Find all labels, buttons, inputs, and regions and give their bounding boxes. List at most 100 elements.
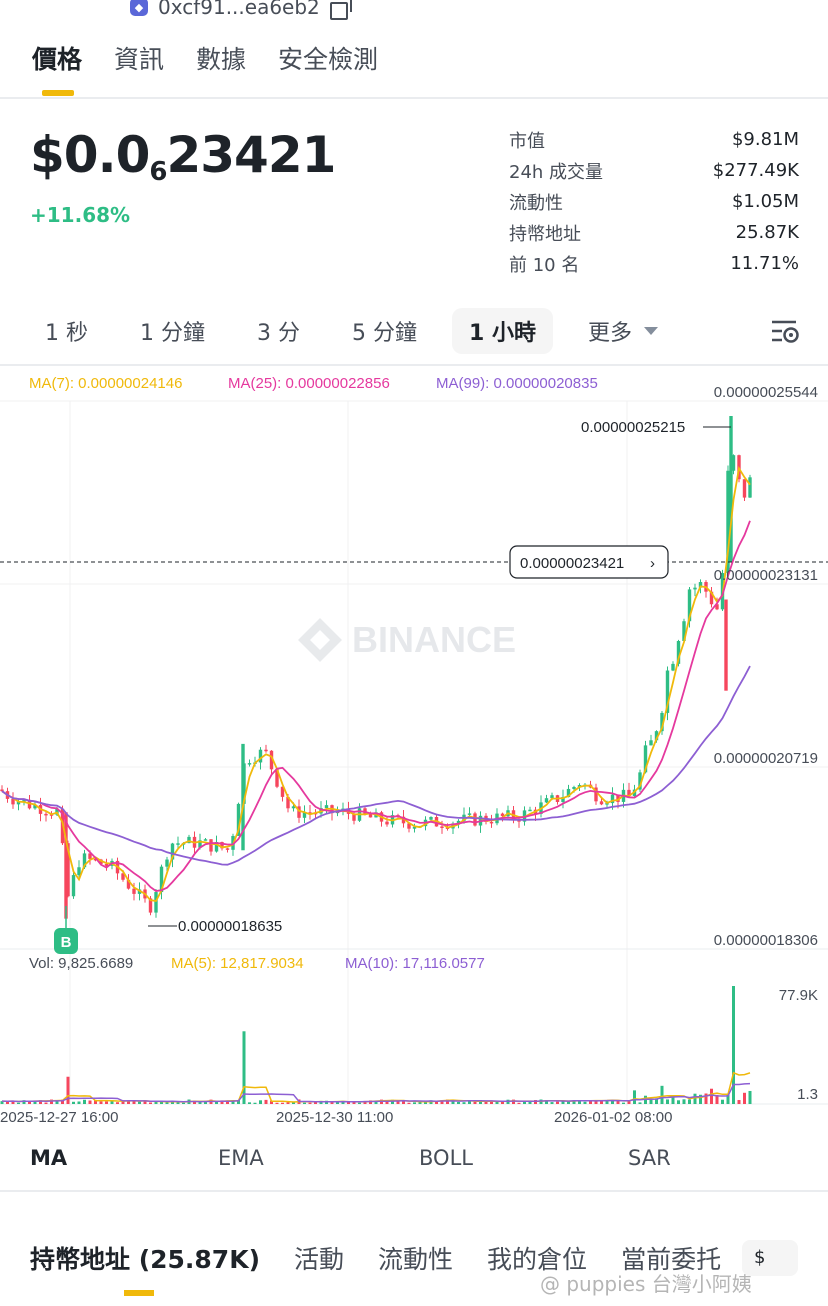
- tab-info[interactable]: 資訊: [114, 45, 165, 74]
- volume-bar: [600, 1100, 603, 1104]
- ma7-line: [1, 465, 751, 902]
- buy-marker[interactable]: B: [54, 906, 78, 954]
- current-price-tag[interactable]: 0.00000023421 ›: [509, 545, 669, 579]
- volume-bar: [523, 1101, 526, 1104]
- volume-bar: [710, 1088, 713, 1104]
- indicator-boll[interactable]: BOLL: [419, 1146, 473, 1170]
- volume-bar: [198, 1101, 202, 1104]
- volume-bar: [363, 1100, 367, 1104]
- candle: [390, 810, 395, 828]
- candle: [165, 856, 169, 872]
- candle-body: [209, 839, 213, 852]
- stat-top10: 前 10 名 11.71%: [509, 248, 799, 279]
- candle: [71, 872, 76, 899]
- tab-open-orders[interactable]: 當前委托: [621, 1245, 722, 1274]
- tab-activity[interactable]: 活動: [294, 1245, 345, 1274]
- stat-value: 11.71%: [730, 253, 799, 274]
- interval-1s[interactable]: 1 秒: [45, 321, 88, 346]
- volume-bar: [132, 1100, 136, 1104]
- volume-bar: [424, 1101, 427, 1104]
- tab-price[interactable]: 價格: [32, 40, 82, 96]
- volume-bar: [385, 1101, 389, 1104]
- interval-more[interactable]: 更多: [571, 308, 675, 354]
- candle-body: [698, 582, 703, 588]
- candle-body: [627, 789, 631, 797]
- indicator-ema[interactable]: EMA: [218, 1146, 264, 1170]
- volume-bar: [627, 1100, 631, 1104]
- candle-body: [665, 670, 670, 713]
- volume-legend: Vol: 9,825.6689: [29, 955, 133, 972]
- price-zero-count: 6: [149, 157, 167, 187]
- volume-bar: [440, 1100, 444, 1104]
- stat-market-cap: 市值 $9.81M: [509, 124, 799, 155]
- currency-toggle-button[interactable]: $: [742, 1240, 798, 1276]
- stat-holders: 持幣地址 25.87K: [509, 217, 799, 248]
- volume-bar: [561, 1100, 565, 1104]
- indicator-ma[interactable]: MA: [30, 1146, 68, 1170]
- volume-bar: [154, 1101, 158, 1104]
- chevron-right-icon: ›: [650, 555, 655, 572]
- candle-body: [77, 867, 81, 876]
- candle: [638, 769, 642, 792]
- stat-value: 25.87K: [735, 222, 799, 243]
- candle: [154, 889, 158, 918]
- indicator-sar[interactable]: SAR: [628, 1146, 671, 1170]
- candle: [731, 454, 736, 475]
- volume-bar: [182, 1102, 185, 1104]
- watermark-text: BINANCE: [352, 619, 516, 660]
- candle-body: [550, 795, 554, 799]
- ma25-legend: MA(25): 0.00000022856: [228, 375, 390, 392]
- candle: [269, 750, 274, 777]
- tab-holders[interactable]: 持幣地址 (25.87K): [30, 1240, 260, 1296]
- interval-3m[interactable]: 3 分: [257, 321, 300, 346]
- volume-bar: [446, 1099, 449, 1104]
- volume-bar: [275, 1102, 279, 1104]
- candle: [379, 810, 384, 827]
- tab-liquidity[interactable]: 流動性: [378, 1245, 454, 1274]
- candle-body: [693, 587, 697, 590]
- volume-tick: 77.9K: [779, 987, 818, 1004]
- volume-bar: [242, 1031, 246, 1104]
- volume-bar: [726, 1094, 730, 1104]
- interval-1m[interactable]: 1 分鐘: [140, 321, 205, 346]
- volume-bar: [292, 1101, 295, 1104]
- candle: [660, 710, 664, 735]
- volume-bar: [204, 1101, 207, 1104]
- volume-bar: [215, 1101, 218, 1104]
- copy-icon[interactable]: [329, 0, 352, 20]
- candle-body: [412, 826, 417, 829]
- tab-data[interactable]: 數據: [196, 45, 247, 74]
- candle-body: [610, 794, 615, 804]
- volume-bar: [83, 1099, 86, 1104]
- candle: [693, 583, 697, 597]
- candle-body: [297, 806, 301, 818]
- candle-body: [132, 888, 136, 894]
- candle-body: [165, 859, 169, 867]
- volume-bar: [270, 1100, 273, 1104]
- candle: [352, 811, 356, 825]
- interval-5m[interactable]: 5 分鐘: [352, 321, 417, 346]
- volume-bar: [110, 1100, 114, 1104]
- interval-1h[interactable]: 1 小時: [452, 308, 553, 354]
- tab-my-positions[interactable]: 我的倉位: [487, 1245, 588, 1274]
- time-tick: 2025-12-27 16:00: [0, 1109, 118, 1126]
- candle: [225, 847, 230, 853]
- candle-body: [225, 848, 230, 850]
- current-price: $0.0623421: [30, 126, 336, 187]
- price-tick: 0.00000018306: [714, 932, 818, 949]
- tab-security[interactable]: 安全檢測: [278, 45, 379, 74]
- volume-bar: [402, 1100, 405, 1104]
- vol-ma5-legend: MA(5): 12,817.9034: [171, 955, 304, 972]
- volume-bar: [149, 1102, 152, 1104]
- candle: [77, 860, 81, 877]
- volume-bar: [314, 1102, 317, 1104]
- volume-bar: [737, 1100, 741, 1104]
- volume-bar: [495, 1101, 499, 1104]
- volume-bar: [143, 1100, 147, 1104]
- divider: [0, 364, 828, 366]
- ethereum-icon: ◆: [130, 0, 148, 16]
- chart-settings-icon[interactable]: [770, 318, 800, 346]
- volume-bar: [286, 1102, 290, 1104]
- price-chart[interactable]: BINANCE MA(7): 0.00000024146 MA(25): 0.0…: [0, 366, 828, 1132]
- price-tick: 0.00000023131: [714, 567, 818, 584]
